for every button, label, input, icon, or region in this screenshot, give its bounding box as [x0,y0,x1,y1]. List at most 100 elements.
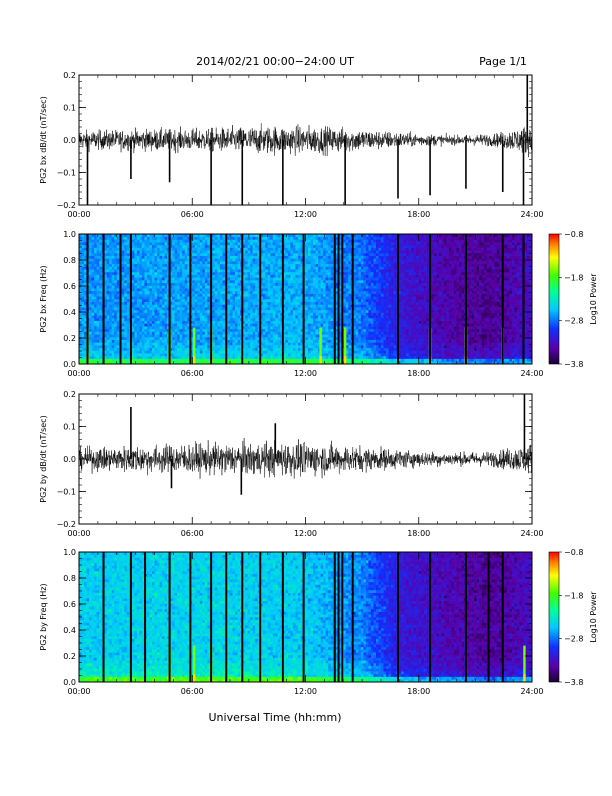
spectrogram-cell [175,288,178,291]
spectrogram-cell [222,269,225,272]
spectrogram-cell [250,337,253,340]
spectrogram-cell [313,250,316,253]
spectrogram-cell [185,264,188,267]
spectrogram-cell [147,248,150,251]
spectrogram-cell [270,350,273,353]
spectrogram-cell [321,245,324,248]
spectrogram-cell [94,310,97,313]
spectrogram-cell [89,337,92,340]
spectrogram-cell [238,321,241,324]
spectrogram-cell [245,245,248,248]
spectrogram-cell [217,242,220,245]
spectrogram-cell [202,304,205,307]
spectrogram-cell [157,329,160,332]
spectrogram-cell [270,277,273,280]
spectrogram-cell [265,321,268,324]
spectrogram-cell [147,342,150,345]
spectrogram-cell [217,285,220,288]
spectrogram-cell [137,272,140,275]
spectrogram-cell [107,264,110,267]
spectrogram-cell [160,258,163,261]
spectrogram-cell [245,302,248,305]
spectrogram-cell [250,296,253,299]
spectrogram-cell [92,288,95,291]
spectrogram-cell [137,350,140,353]
spectrogram-cell [172,332,175,335]
spectrogram-cell [152,313,155,316]
spectrogram-cell [331,304,334,307]
spectrogram-cell [227,245,230,248]
spectrogram-cell [142,337,145,340]
spectrogram-cell [175,294,178,297]
spectrogram-cell [144,242,147,245]
spectrogram-cell [165,291,168,294]
spectrogram-cell [308,261,311,264]
spectrogram-cell [253,277,256,280]
spectrogram-cell [175,250,178,253]
spectrogram-cell [104,253,107,256]
spectrogram-cell [112,332,115,335]
spectrogram-cell [318,294,321,297]
spectrogram-cell [230,285,233,288]
spectrogram-cell [316,332,319,335]
spectrogram-cell [175,275,178,278]
spectrogram-cell [233,283,236,286]
spectrogram-cell [142,350,145,353]
spectrogram-cell [107,272,110,275]
spectrogram-cell [180,359,183,362]
spectrogram-cell [134,250,137,253]
spectrogram-cell [253,356,256,359]
spectrogram-cell [207,334,210,337]
spectrogram-cell [197,245,200,248]
spectrogram-cell [202,315,205,318]
spectrogram-cell [207,269,210,272]
spectrogram-cell [245,313,248,316]
spectrogram-cell [152,302,155,305]
spectrogram-cell [212,329,215,332]
spectrogram-cell [142,288,145,291]
spectrogram-cell [285,277,288,280]
spectrogram-cell [255,242,258,245]
spectrogram-cell [157,332,160,335]
spectrogram-cell [147,340,150,343]
spectrogram-cell [165,359,168,362]
spectrogram-cell [84,313,87,316]
spectrogram-cell [104,359,107,362]
spectrogram-cell [137,296,140,299]
spectrogram-cell [328,291,331,294]
spectrogram-cell [255,342,258,345]
spectrogram-cell [177,296,180,299]
spectrogram-cell [250,280,253,283]
spectrogram-cell [177,264,180,267]
spectrogram-cell [306,248,309,251]
spectrogram-cell [155,299,158,302]
spectrogram-cell [220,267,223,270]
spectrogram-cell [205,280,208,283]
spectrogram-cell [288,269,291,272]
spectrogram-cell [306,239,309,242]
spectrogram-cell [112,272,115,275]
spectrogram-cell [273,299,276,302]
spectrogram-cell [137,302,140,305]
spectrogram-cell [117,326,120,329]
spectrogram-cell [99,332,102,335]
spectrogram-cell [263,342,266,345]
spectrogram-cell [268,296,271,299]
spectrogram-cell [92,326,95,329]
spectrogram-cell [107,315,110,318]
spectrogram-cell [180,250,183,253]
spectrogram-cell [265,304,268,307]
spectrogram-cell [215,304,218,307]
spectrogram-cell [99,307,102,310]
spectrogram-cell [127,332,130,335]
spectrogram-cell [109,310,112,313]
spectrogram-cell [162,283,165,286]
spectrogram-cell [298,345,301,348]
spectrogram-cell [253,299,256,302]
spectrogram-cell [298,245,301,248]
spectrogram-cell [311,307,314,310]
spectrogram-cell [316,253,319,256]
spectrogram-cell [177,288,180,291]
spectrogram-cell [107,283,110,286]
